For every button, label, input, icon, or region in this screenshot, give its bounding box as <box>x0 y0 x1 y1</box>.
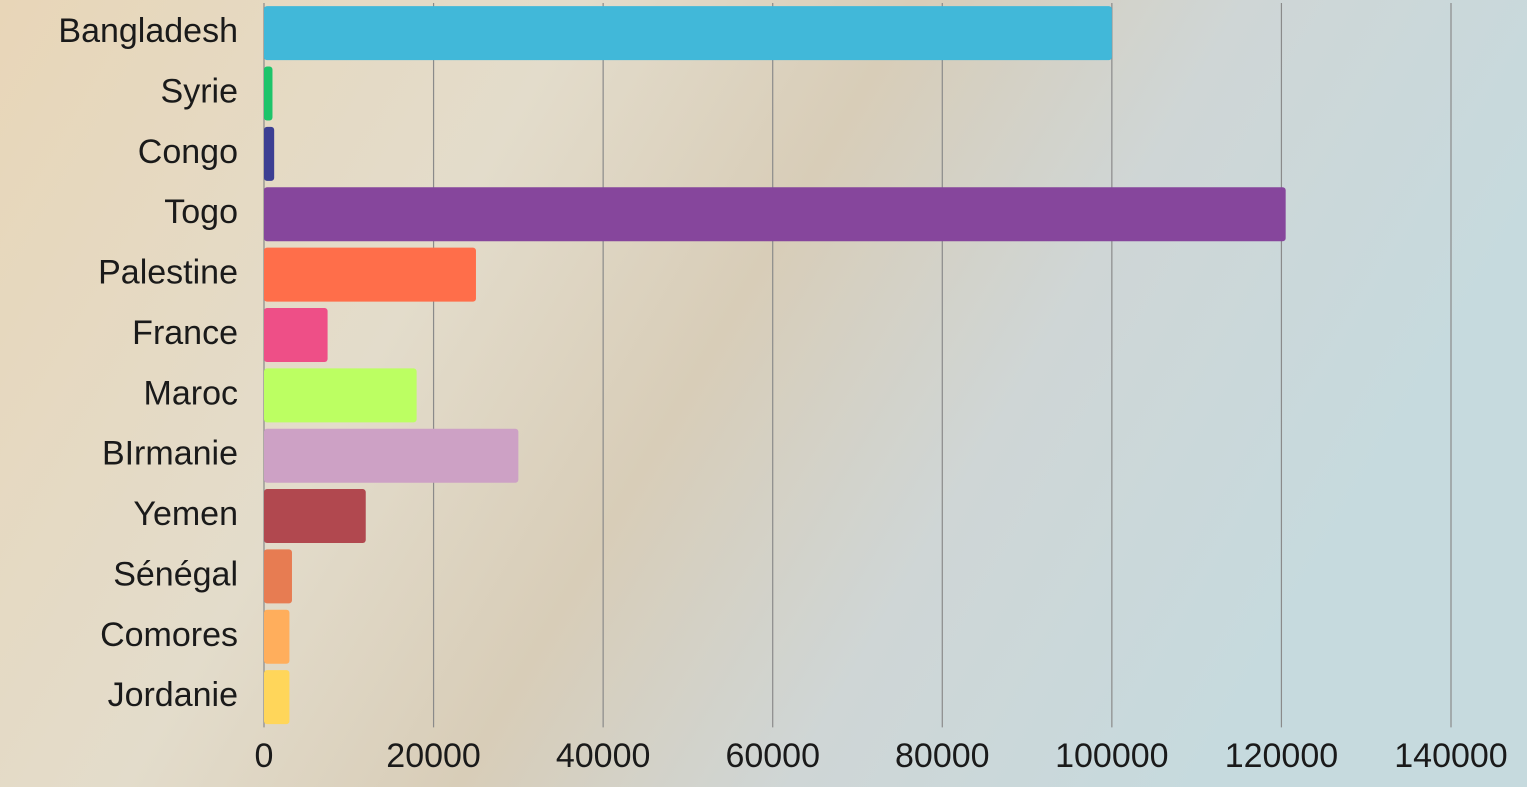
x-tick-label: 100000 <box>1055 737 1168 775</box>
bar <box>264 368 417 423</box>
y-tick-label: Jordanie <box>108 676 238 714</box>
bar <box>264 247 476 302</box>
x-tick-label: 60000 <box>725 737 820 775</box>
y-tick-label: Palestine <box>98 254 238 292</box>
bar <box>264 126 275 181</box>
bar <box>264 609 290 664</box>
x-tick-label: 140000 <box>1394 737 1507 775</box>
bar <box>264 6 1112 61</box>
x-tick-label: 120000 <box>1225 737 1338 775</box>
y-tick-label: Syrie <box>161 73 238 111</box>
y-tick-label: Maroc <box>144 374 238 412</box>
bar <box>264 489 366 544</box>
x-tick-label: 80000 <box>895 737 990 775</box>
x-tick-label: 40000 <box>556 737 651 775</box>
bar <box>264 187 1286 242</box>
x-tick-label: 20000 <box>386 737 481 775</box>
y-tick-label: Congo <box>138 133 238 171</box>
bar <box>264 307 328 362</box>
bar <box>264 428 519 483</box>
y-tick-label: France <box>132 314 238 352</box>
bar <box>264 670 290 725</box>
bar <box>264 549 292 604</box>
y-tick-label: Sénégal <box>113 555 238 593</box>
y-tick-label: Togo <box>164 193 238 231</box>
x-tick-label: 0 <box>255 737 274 775</box>
y-tick-label: BIrmanie <box>102 435 238 473</box>
bar <box>264 66 273 121</box>
y-tick-label: Yemen <box>133 495 238 533</box>
y-tick-label: Bangladesh <box>58 12 238 50</box>
y-tick-label: Comores <box>100 616 238 654</box>
